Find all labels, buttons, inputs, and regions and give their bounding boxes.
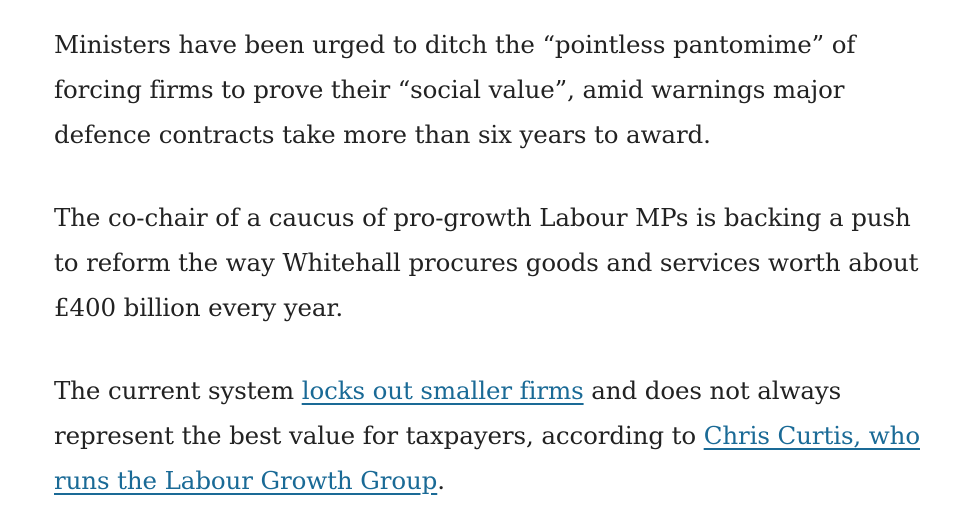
paragraph-3-text-end: . xyxy=(437,466,445,495)
link-chris-curtis[interactable]: Chris Curtis, who runs the Labour Growth… xyxy=(54,421,920,495)
paragraph-1-text: Ministers have been urged to ditch the “… xyxy=(54,30,856,149)
paragraph-3-text-start: The current system xyxy=(54,376,302,405)
paragraph-3: The current system locks out smaller fir… xyxy=(54,368,934,503)
paragraph-2: The co-chair of a caucus of pro-growth L… xyxy=(54,195,934,330)
paragraph-3-text-middle: and does not always represent the best v… xyxy=(54,376,842,450)
article-body: Ministers have been urged to ditch the “… xyxy=(54,22,934,503)
paragraph-1: Ministers have been urged to ditch the “… xyxy=(54,22,934,157)
link-locks-out-smaller-firms[interactable]: locks out smaller firms xyxy=(301,376,584,405)
paragraph-2-text: The co-chair of a caucus of pro-growth L… xyxy=(54,203,919,322)
